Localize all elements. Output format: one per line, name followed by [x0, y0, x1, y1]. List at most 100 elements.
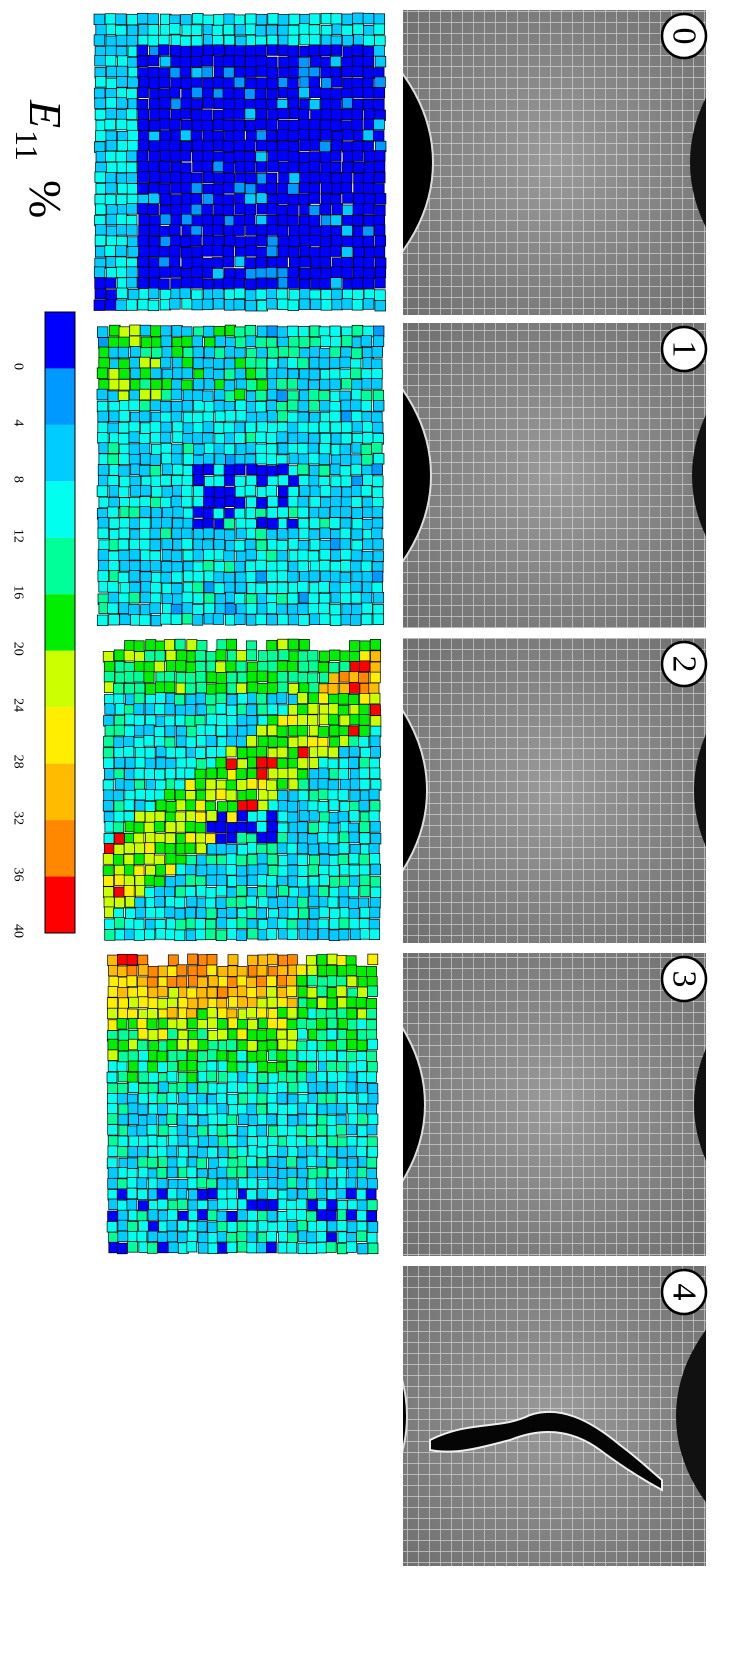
strain-cell [226, 906, 238, 919]
strain-cell [98, 357, 110, 369]
strain-cell [266, 67, 278, 79]
strain-cell [358, 799, 370, 812]
strain-cell [179, 150, 192, 162]
strain-cell [236, 1050, 248, 1062]
strain-cell [213, 172, 225, 184]
strain-cell [144, 768, 155, 780]
strain-cell [369, 876, 381, 888]
strain-cell [247, 1125, 259, 1137]
strain-cell [330, 266, 343, 278]
strain-cell [127, 1230, 139, 1243]
strain-cell [213, 369, 225, 381]
strain-cell [342, 150, 355, 163]
strain-cell [297, 518, 310, 530]
strain-cell [362, 421, 374, 433]
strain-cell [169, 150, 182, 162]
strain-cell [203, 581, 215, 593]
strain-cell [342, 204, 354, 216]
strain-cell [193, 454, 205, 467]
strain-cell [192, 411, 204, 424]
strain-cell [307, 928, 319, 941]
strain-cell [213, 442, 225, 455]
strain-cell [171, 453, 183, 465]
strain-cell [206, 863, 218, 876]
strain-cell [160, 613, 172, 625]
strain-cell [363, 288, 376, 300]
strain-cell [202, 235, 214, 247]
strain-cell [371, 527, 383, 540]
strain-cell [165, 896, 177, 908]
strain-cell [266, 98, 278, 111]
strain-cell [207, 1242, 219, 1254]
strain-cell [247, 842, 259, 854]
strain-cell [196, 1019, 208, 1031]
strain-cell [298, 278, 311, 291]
strain-cell [328, 768, 340, 780]
strain-cell [216, 854, 228, 867]
strain-cell [266, 996, 278, 1009]
strain-cell [309, 517, 321, 529]
strain-cell [138, 1050, 149, 1062]
strain-cell [256, 831, 268, 844]
strain-cell [374, 277, 386, 289]
strain-cell [136, 98, 149, 111]
strain-cell [356, 1188, 367, 1201]
strain-cell [104, 299, 117, 311]
strain-cell [235, 581, 247, 594]
strain-cell [160, 421, 172, 434]
strain-cell [369, 928, 381, 940]
strain-cell [277, 1211, 289, 1223]
strain-cell [347, 1113, 359, 1125]
strain-cell [235, 682, 247, 695]
strain-cell [212, 214, 225, 227]
strain-cell [266, 875, 278, 887]
strain-cell [277, 975, 288, 987]
strain-cell [310, 55, 322, 68]
strain-cell [161, 452, 173, 465]
strain-cell [188, 1188, 199, 1201]
strain-cell [287, 45, 299, 57]
strain-cell [137, 12, 149, 25]
strain-cell [169, 298, 181, 310]
strain-cell [106, 204, 118, 216]
strain-cell [319, 151, 332, 163]
strain-cell [94, 97, 106, 109]
strain-cell [359, 864, 370, 876]
strain-cell [186, 1050, 198, 1063]
strain-cell [316, 1166, 328, 1179]
strain-cell [136, 1230, 148, 1243]
strain-cell [346, 1145, 358, 1158]
strain-cell [181, 203, 193, 216]
strain-cell [336, 1071, 348, 1083]
strain-cell [266, 570, 278, 583]
strain-cell [287, 151, 300, 163]
strain-cell [213, 55, 225, 68]
strain-cell [97, 570, 109, 582]
strain-cell [217, 1178, 228, 1190]
strain-cell [367, 953, 379, 966]
strain-cell [147, 161, 160, 173]
strain-cell [156, 1093, 168, 1105]
strain-cell [207, 1221, 219, 1233]
strain-cell [175, 885, 186, 898]
strain-cell [117, 965, 128, 977]
strain-cell [157, 998, 169, 1010]
strain-cell [197, 1050, 208, 1062]
strain-cell [247, 1051, 258, 1063]
strain-cell [107, 1167, 119, 1179]
strain-cell [336, 1146, 348, 1158]
strain-cell [153, 726, 165, 738]
strain-cell [161, 346, 173, 358]
strain-cell [147, 1209, 159, 1221]
strain-cell [350, 399, 362, 412]
strain-cell [328, 662, 340, 674]
strain-cell [257, 1178, 269, 1191]
strain-cell [337, 811, 349, 823]
strain-cell [138, 76, 150, 88]
strain-cell [328, 703, 340, 715]
strain-cell [245, 411, 258, 424]
strain-cell [112, 821, 124, 834]
strain-cell [362, 506, 374, 519]
strain-cell [351, 77, 363, 89]
strain-cell [235, 550, 248, 563]
